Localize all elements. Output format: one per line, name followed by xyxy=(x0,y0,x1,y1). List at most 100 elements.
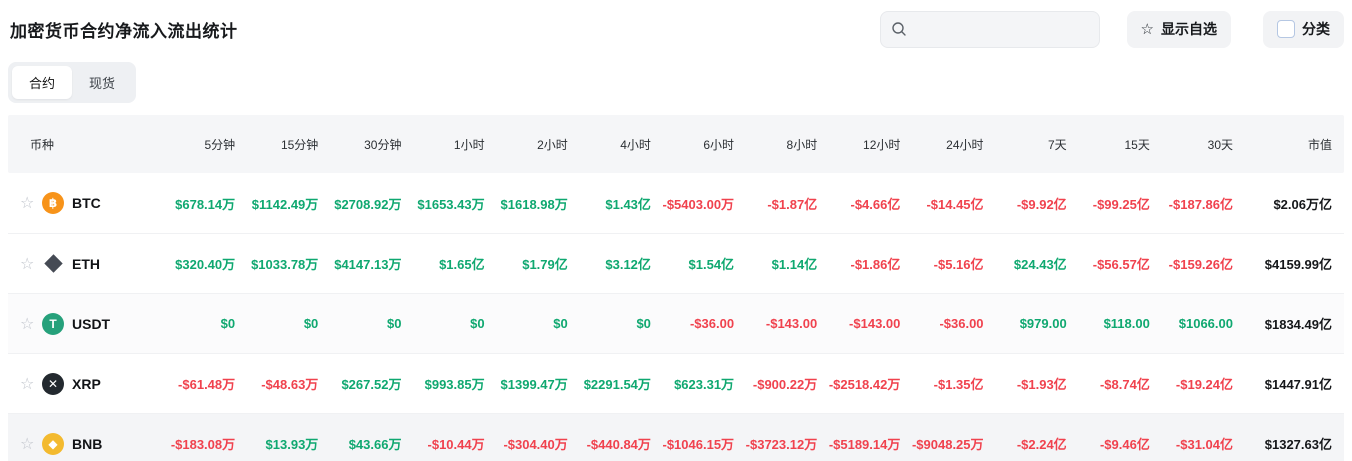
coin-cell: ☆ ETH xyxy=(8,253,158,275)
value-cell-2小时: $1399.47万 xyxy=(500,377,568,392)
value-cell-4小时: $0 xyxy=(636,316,651,331)
coin-cell: ☆ ✕ XRP xyxy=(8,372,158,395)
column-header-8: 8小时 xyxy=(786,137,818,152)
value-cell-30分钟: $4147.13万 xyxy=(334,257,402,272)
show-favorites-label: 显示自选 xyxy=(1161,21,1217,37)
column-header-11: 7天 xyxy=(1048,137,1067,152)
table-row-eth[interactable]: ☆ ETH $320.40万 $1033.78万 $4147.13万 $1.65亿 $1.7… xyxy=(8,233,1344,293)
value-cell-24小时: -$14.45亿 xyxy=(926,196,984,212)
value-cell-12小时: -$4.66亿 xyxy=(850,196,901,212)
value-cell-12小时: -$5189.14万 xyxy=(828,437,901,452)
value-cell-1小时: $1653.43万 xyxy=(417,196,485,212)
favorite-star-icon[interactable]: ☆ xyxy=(20,315,35,333)
value-cell-30分钟: $43.66万 xyxy=(348,437,402,452)
value-cell-5分钟: $0 xyxy=(220,316,236,331)
coin-cell: ☆ T USDT xyxy=(8,312,158,335)
value-cell-7天: -$9.92亿 xyxy=(1016,196,1067,212)
value-cell-15天: -$9.46亿 xyxy=(1099,437,1150,452)
search-icon xyxy=(891,21,907,37)
coin-cell: ☆ ◆ BNB xyxy=(8,432,158,455)
search-input[interactable] xyxy=(914,21,1089,37)
value-cell-1小时: -$10.44万 xyxy=(427,437,485,452)
value-cell-30分钟: $2708.92万 xyxy=(334,196,402,212)
value-cell-4小时: $2291.54万 xyxy=(583,377,651,392)
value-cell-6小时: -$36.00 xyxy=(689,316,735,331)
favorite-star-icon[interactable]: ☆ xyxy=(20,375,35,393)
value-cell-6小时: -$1046.15万 xyxy=(662,437,735,452)
value-cell-30天: $1066.00 xyxy=(1178,316,1233,331)
value-cell-8小时: -$900.22万 xyxy=(752,377,818,392)
value-cell-4小时: -$440.84万 xyxy=(586,437,651,452)
table-row-xrp[interactable]: ☆ ✕ XRP -$61.48万 -$48.63万 $267.52万 $993.85万 $13… xyxy=(8,353,1344,413)
column-header-4: 1小时 xyxy=(453,137,485,152)
market-cap-cell: $1327.63亿 xyxy=(1264,437,1332,452)
show-favorites-button[interactable]: ☆ 显示自选 xyxy=(1126,10,1231,48)
tab-spot[interactable]: 现货 xyxy=(89,76,116,91)
favorite-star-icon[interactable]: ☆ xyxy=(20,435,35,453)
table-body: ☆ ฿ BTC $678.14万 $1142.49万 $2708.92万 $1653.43万… xyxy=(8,173,1344,461)
table-row-btc[interactable]: ☆ ฿ BTC $678.14万 $1142.49万 $2708.92万 $1653.43万… xyxy=(8,173,1344,233)
coin-symbol: XRP xyxy=(72,375,101,392)
coin-symbol: BNB xyxy=(72,435,103,452)
favorite-star-icon[interactable]: ☆ xyxy=(20,255,35,273)
value-cell-15分钟: $13.93万 xyxy=(265,437,319,452)
value-cell-4小时: $3.12亿 xyxy=(605,257,651,272)
bnb-coin-icon: ◆ xyxy=(42,432,64,455)
coin-cell: ☆ ฿ BTC xyxy=(8,192,158,214)
value-cell-2小时: -$304.40万 xyxy=(503,437,568,452)
tab-contracts[interactable]: 合约 xyxy=(12,66,73,99)
value-cell-12小时: -$143.00 xyxy=(849,316,901,331)
value-cell-8小时: -$3723.12万 xyxy=(745,437,818,452)
value-cell-30天: -$159.26亿 xyxy=(1168,257,1233,272)
column-header-7: 6小时 xyxy=(703,137,735,152)
eth-coin-icon xyxy=(42,253,64,275)
value-cell-12小时: -$2518.42万 xyxy=(828,377,901,392)
market-cap-cell: $4159.99亿 xyxy=(1264,257,1332,272)
xrp-coin-icon: ✕ xyxy=(42,372,64,395)
value-cell-7天: $979.00 xyxy=(1019,316,1067,331)
value-cell-15天: $118.00 xyxy=(1103,316,1150,331)
tab-bar: 合约 现货 xyxy=(8,62,137,103)
column-header-2: 15分钟 xyxy=(280,137,319,152)
value-cell-1小时: $1.65亿 xyxy=(439,257,485,272)
value-cell-24小时: -$1.35亿 xyxy=(933,377,984,392)
table-row-bnb[interactable]: ☆ ◆ BNB -$183.08万 $13.93万 $43.66万 -$10.44万 -$30… xyxy=(8,413,1344,461)
coin-symbol: ETH xyxy=(72,255,100,272)
value-cell-15分钟: $1033.78万 xyxy=(251,257,319,272)
value-cell-5分钟: $678.14万 xyxy=(175,196,236,212)
favorite-star-icon[interactable]: ☆ xyxy=(20,195,35,212)
category-checkbox[interactable] xyxy=(1277,20,1295,38)
value-cell-24小时: -$36.00 xyxy=(939,316,984,331)
coin-symbol: USDT xyxy=(72,315,111,332)
value-cell-15分钟: $0 xyxy=(303,316,319,331)
usdt-coin-icon: T xyxy=(42,312,64,335)
column-header-14: 市值 xyxy=(1307,137,1332,152)
value-cell-2小时: $0 xyxy=(553,316,568,331)
table-row-usdt[interactable]: ☆ T USDT $0 $0 $0 $0 $0 $0 -$36.00 -$143.00 -$143.0… xyxy=(8,293,1344,353)
value-cell-12小时: -$1.86亿 xyxy=(850,257,901,272)
column-header-13: 30天 xyxy=(1207,137,1233,152)
value-cell-30分钟: $267.52万 xyxy=(341,377,402,392)
category-button[interactable]: 分类 xyxy=(1263,10,1344,48)
value-cell-1小时: $993.85万 xyxy=(424,377,485,392)
column-header-12: 15天 xyxy=(1124,137,1150,152)
column-header-9: 12小时 xyxy=(863,137,901,152)
value-cell-6小时: $1.54亿 xyxy=(688,257,735,272)
value-cell-5分钟: $320.40万 xyxy=(175,257,236,272)
flows-table: 币种 5分钟 15分钟 30分钟 1小时 2小时 4小时 6小时 8小时 12小时 24小时 7天 15… xyxy=(8,115,1344,461)
column-header-0: 币种 xyxy=(30,137,55,152)
value-cell-5分钟: -$183.08万 xyxy=(170,437,236,452)
market-cap-cell: $1834.49亿 xyxy=(1264,317,1332,332)
value-cell-1小时: $0 xyxy=(470,316,485,331)
star-outline-icon: ☆ xyxy=(1140,20,1154,38)
value-cell-7天: -$1.93亿 xyxy=(1016,377,1067,392)
value-cell-8小时: $1.14亿 xyxy=(771,257,818,272)
column-header-6: 4小时 xyxy=(620,137,651,152)
topbar: 加密货币合约净流入流出统计 ☆ 显示自选 分类 xyxy=(0,0,1352,48)
value-cell-7天: -$2.24亿 xyxy=(1016,437,1067,452)
value-cell-30天: -$31.04亿 xyxy=(1175,437,1233,452)
value-cell-7天: $24.43亿 xyxy=(1013,257,1067,272)
search-box[interactable] xyxy=(879,10,1100,48)
column-header-3: 30分钟 xyxy=(364,137,402,152)
column-header-5: 2小时 xyxy=(537,137,568,152)
